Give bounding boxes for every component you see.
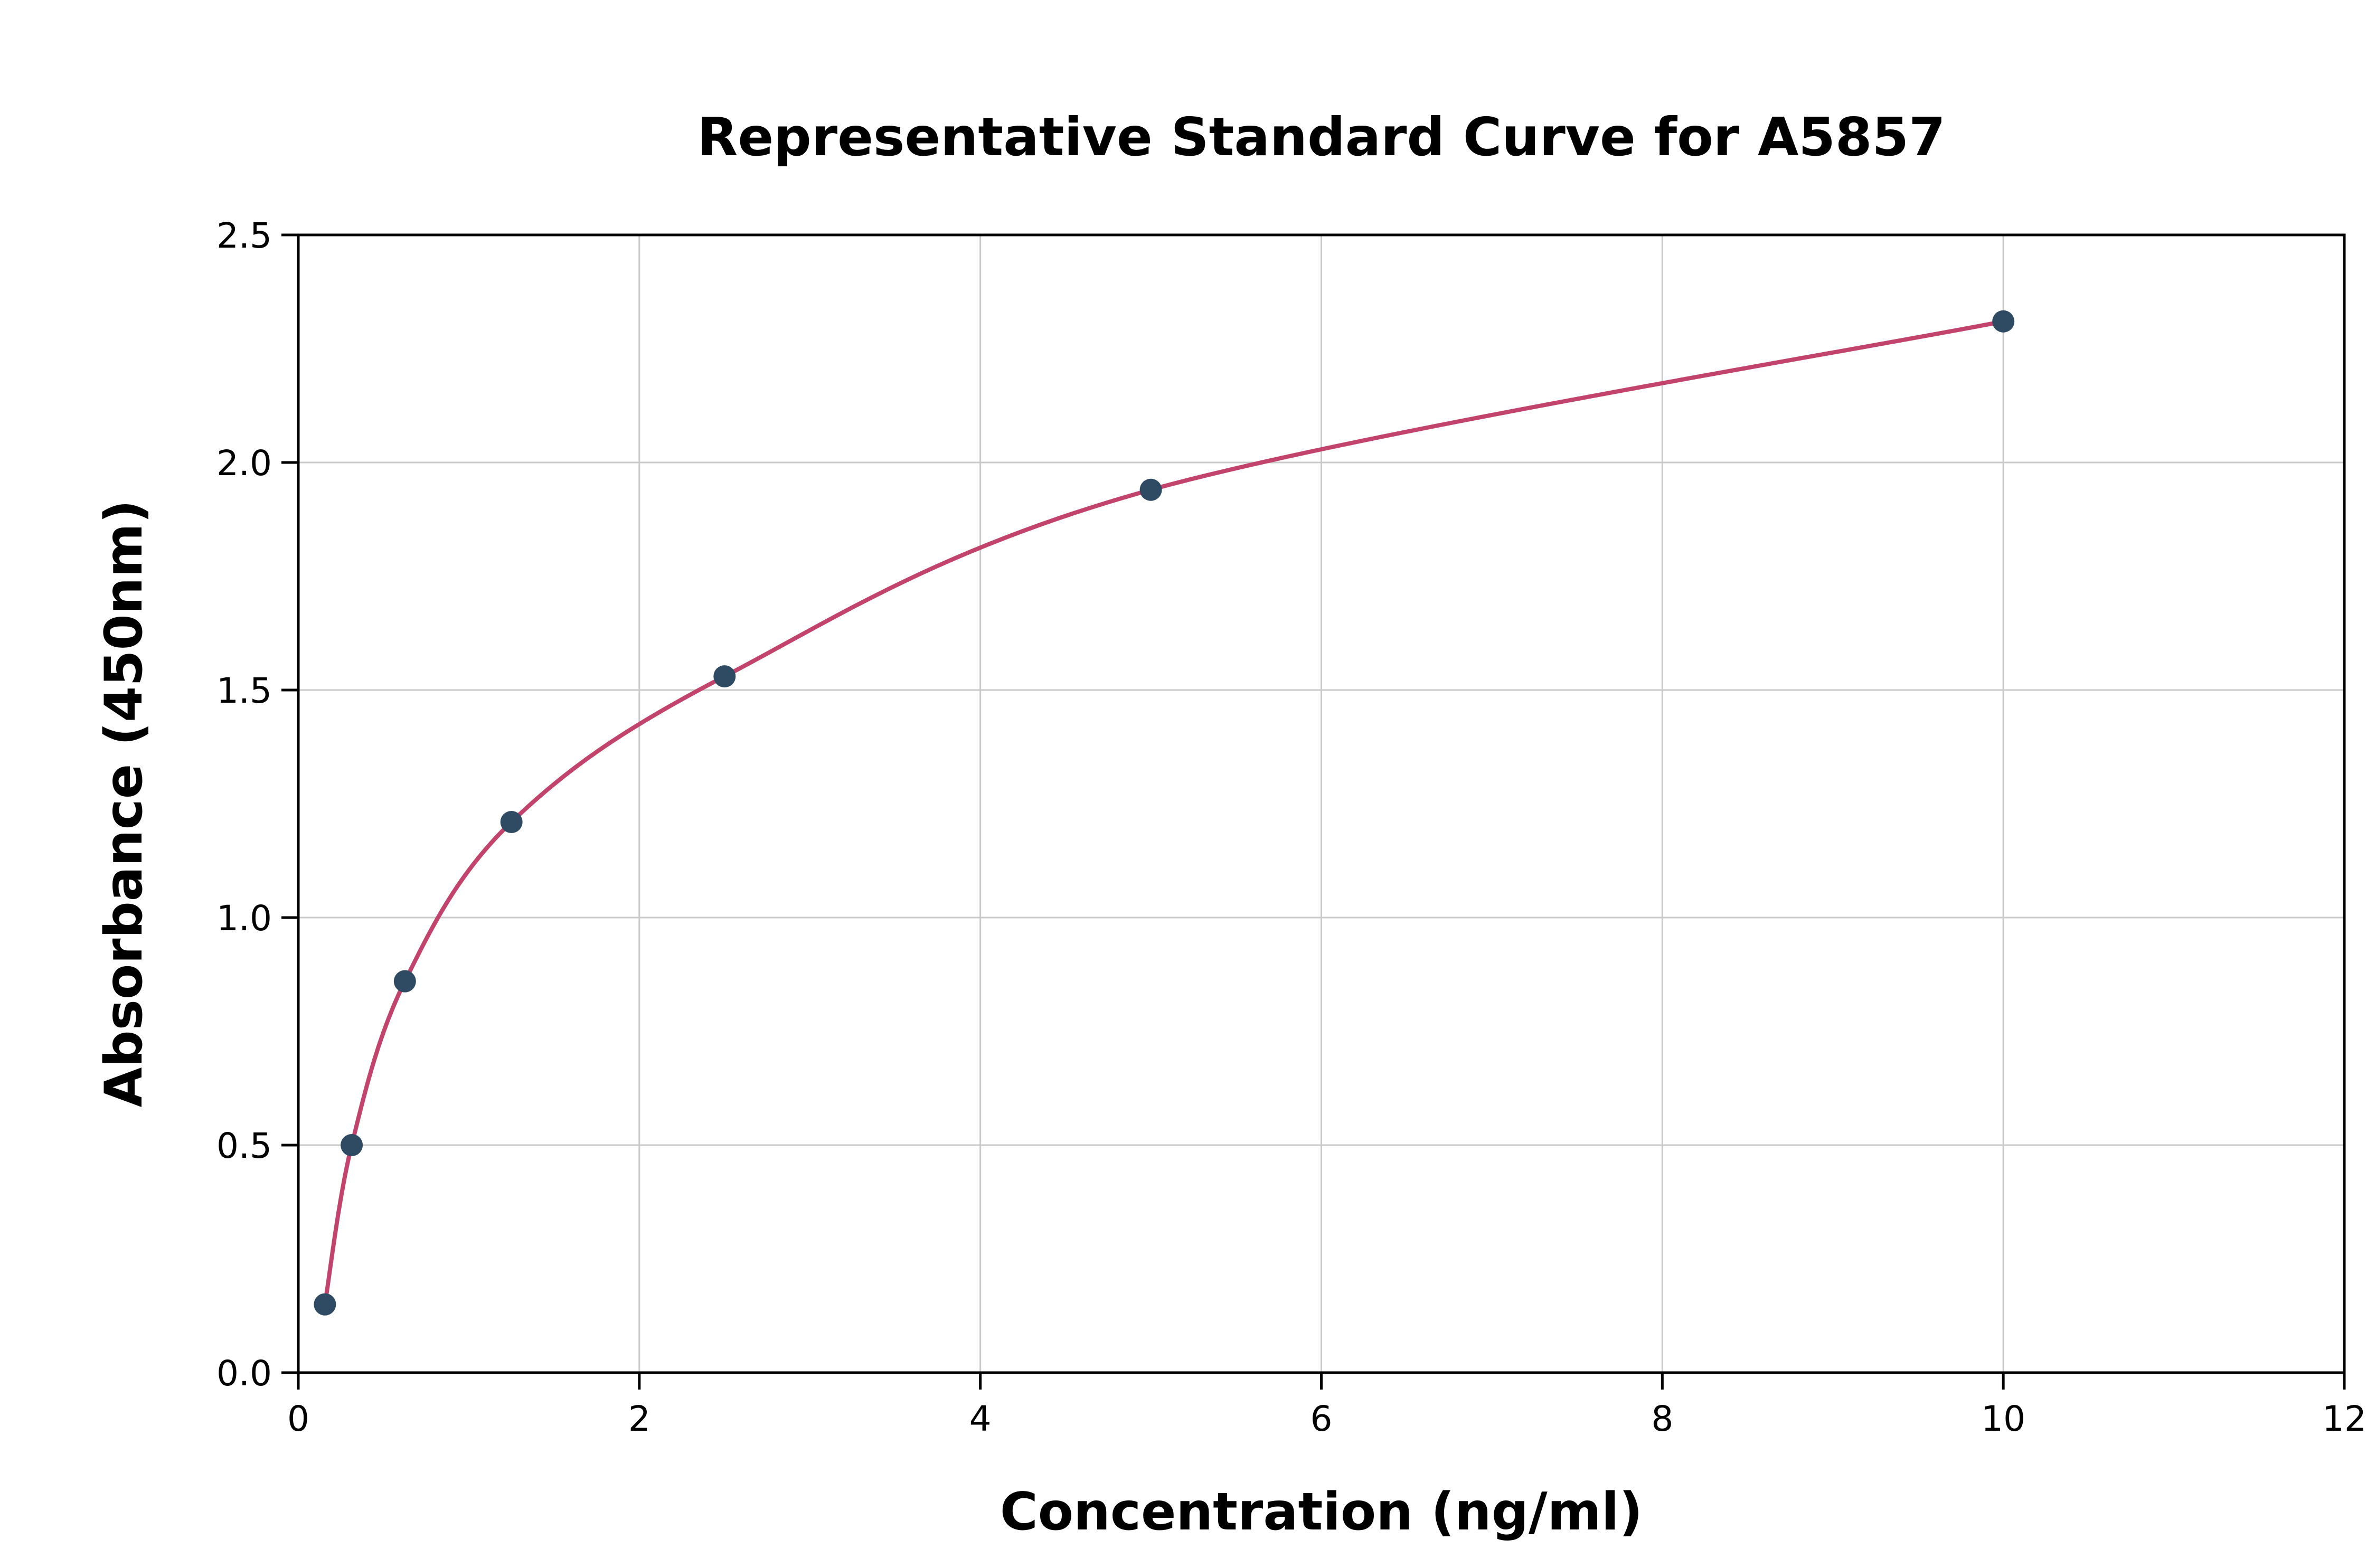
- data-point: [500, 810, 523, 833]
- x-tick-label: 2: [628, 1399, 650, 1439]
- data-point: [393, 970, 416, 993]
- y-tick-label: 1.5: [216, 670, 272, 711]
- y-tick-label: 0.0: [216, 1353, 272, 1394]
- x-tick-label: 0: [287, 1399, 309, 1439]
- y-axis-label: Absorbance (450nm): [94, 499, 154, 1108]
- y-tick-label: 1.0: [216, 898, 272, 939]
- y-tick-label: 0.5: [216, 1126, 272, 1166]
- y-tick-label: 2.0: [216, 443, 272, 484]
- x-tick-label: 8: [1651, 1399, 1673, 1439]
- x-tick-label: 6: [1310, 1399, 1333, 1439]
- data-point: [341, 1134, 363, 1156]
- fitted-curve: [323, 319, 2006, 1307]
- y-tick-label: 2.5: [216, 215, 272, 256]
- data-point: [1139, 478, 1162, 501]
- x-tick-label: 12: [2322, 1399, 2366, 1439]
- chart-title: Representative Standard Curve for A5857: [697, 106, 1946, 168]
- data-point: [713, 665, 736, 688]
- x-axis-label: Concentration (ng/ml): [1000, 1482, 1643, 1542]
- plot-border: [297, 233, 2346, 1374]
- data-point: [1992, 310, 2015, 333]
- x-tick-label: 10: [1981, 1399, 2025, 1439]
- x-tick-label: 4: [969, 1399, 992, 1439]
- data-point: [314, 1293, 336, 1316]
